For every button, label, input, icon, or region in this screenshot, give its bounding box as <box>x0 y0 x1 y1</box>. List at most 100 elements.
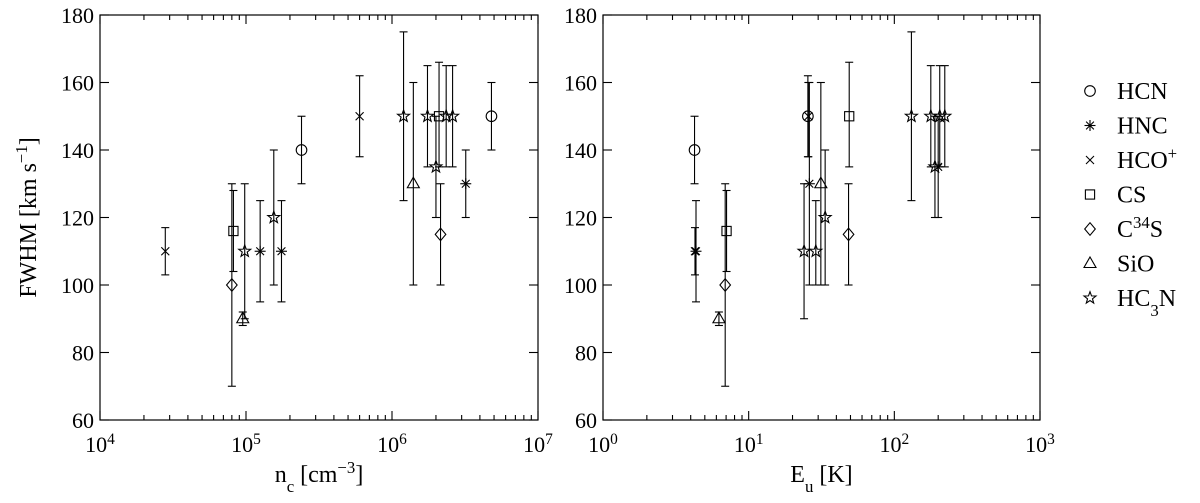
x-axis-label: Eu [K] <box>790 462 852 496</box>
legend-label: CS <box>1117 183 1146 209</box>
cross-marker <box>160 246 170 256</box>
cross-marker <box>690 246 700 256</box>
star-marker <box>419 108 436 123</box>
data-point-star <box>428 115 444 219</box>
data-point-cross <box>803 81 813 158</box>
asterisk-marker <box>275 245 287 257</box>
data-point-star <box>817 149 833 286</box>
star-marker <box>428 158 444 174</box>
star-marker <box>817 209 833 224</box>
star-marker <box>266 209 282 224</box>
star-marker <box>937 108 953 123</box>
legend-entry: C34S <box>1083 213 1163 244</box>
data-point-star <box>937 65 953 168</box>
legend-label: SiO <box>1117 252 1154 278</box>
legend-square-icon <box>1084 189 1096 200</box>
y-tick-label: 140 <box>564 138 597 163</box>
left-panel-ncrit: 60 80 100 120 140 160 180 104 105 106 107 nc [cm−3]… <box>12 3 554 496</box>
data-point-circle <box>688 115 701 185</box>
y-tick-label: 80 <box>72 341 94 366</box>
legend-label: HNC <box>1117 114 1168 140</box>
y-tick-label: 160 <box>61 71 94 96</box>
x-tick-label: 107 <box>523 431 553 458</box>
legend-label: C34S <box>1117 213 1163 244</box>
legend-triangle-icon <box>1083 255 1097 269</box>
y-tick-label: 120 <box>61 206 94 231</box>
x-tick-label: 106 <box>377 431 407 458</box>
legend-label: HC3N <box>1117 286 1176 320</box>
star-marker <box>445 108 461 123</box>
y-tick-label: 80 <box>575 341 597 366</box>
triangle-marker <box>235 311 250 324</box>
legend-entry: HNC <box>1084 114 1168 140</box>
data-point-star <box>396 31 412 202</box>
star-marker <box>808 243 824 258</box>
asterisk-marker <box>460 178 472 190</box>
diamond-marker <box>434 227 447 242</box>
data-point-asterisk <box>690 200 702 303</box>
data-point-star <box>808 200 824 286</box>
circle-marker <box>295 144 308 156</box>
legend-entry: HCO+ <box>1085 144 1177 175</box>
legend-entry: HC3N <box>1082 286 1176 320</box>
legend-entry: CS <box>1084 183 1146 209</box>
legend-star-icon <box>1082 290 1098 305</box>
data-point-star <box>923 65 939 168</box>
y-tick-label: 160 <box>564 71 597 96</box>
triangle-marker <box>711 311 726 324</box>
legend-entry: HCN <box>1084 79 1168 105</box>
asterisk-marker <box>690 245 702 257</box>
data-point-cross <box>690 227 700 276</box>
legend-label: HCN <box>1117 79 1168 105</box>
legend-entry: SiO <box>1083 252 1154 278</box>
star-marker <box>796 243 812 258</box>
y-axis-label: FWHM [km s−1] <box>12 137 43 298</box>
y-tick-label: 60 <box>575 408 597 433</box>
y-tick-label: 120 <box>564 206 597 231</box>
legend-cross-icon <box>1085 155 1095 165</box>
data-point-circle <box>485 81 498 151</box>
star-marker <box>396 108 412 123</box>
circle-marker <box>688 144 701 156</box>
y-tick-label: 180 <box>61 3 94 28</box>
x-tick-label: 102 <box>879 431 909 458</box>
data-point-star <box>445 65 461 168</box>
triangle-marker <box>406 176 421 189</box>
data-point-star <box>903 31 919 202</box>
data-point-diamond <box>719 183 732 387</box>
data-point-triangle <box>711 311 726 327</box>
data-point-cross <box>355 75 364 158</box>
x-axis-label: nc [cm−3] <box>275 458 364 496</box>
diamond-marker <box>225 277 238 293</box>
triangle-marker <box>813 176 828 189</box>
data-point-star <box>237 183 253 320</box>
x-tick-label: 104 <box>85 431 115 458</box>
data-point-diamond <box>225 183 238 387</box>
data-point-star <box>419 65 436 168</box>
diamond-marker <box>719 277 732 293</box>
data-point-square <box>844 61 855 168</box>
square-marker <box>228 225 239 237</box>
legend-circle-icon <box>1084 85 1096 97</box>
legend-asterisk-icon <box>1084 120 1096 131</box>
data-point-asterisk <box>275 200 287 303</box>
circle-marker <box>485 110 498 123</box>
cross-marker <box>355 111 364 121</box>
y-tick-label: 100 <box>564 273 597 298</box>
y-tick-label: 180 <box>564 3 597 28</box>
legend-label: HCO+ <box>1117 144 1177 175</box>
data-point-star <box>796 183 812 320</box>
data-point-star <box>266 149 282 286</box>
y-tick-label: 140 <box>61 138 94 163</box>
y-tick-label: 60 <box>72 408 94 433</box>
data-point-diamond <box>842 183 855 286</box>
x-tick-label: 100 <box>588 431 618 458</box>
legend: HCN HNC HCO+ CS C34S SiO HC3N <box>1082 79 1177 320</box>
legend-diamond-icon <box>1083 221 1097 237</box>
data-point-asterisk <box>254 200 266 303</box>
x-tick-label: 101 <box>734 431 764 458</box>
square-marker <box>721 225 732 237</box>
star-marker <box>237 243 253 258</box>
